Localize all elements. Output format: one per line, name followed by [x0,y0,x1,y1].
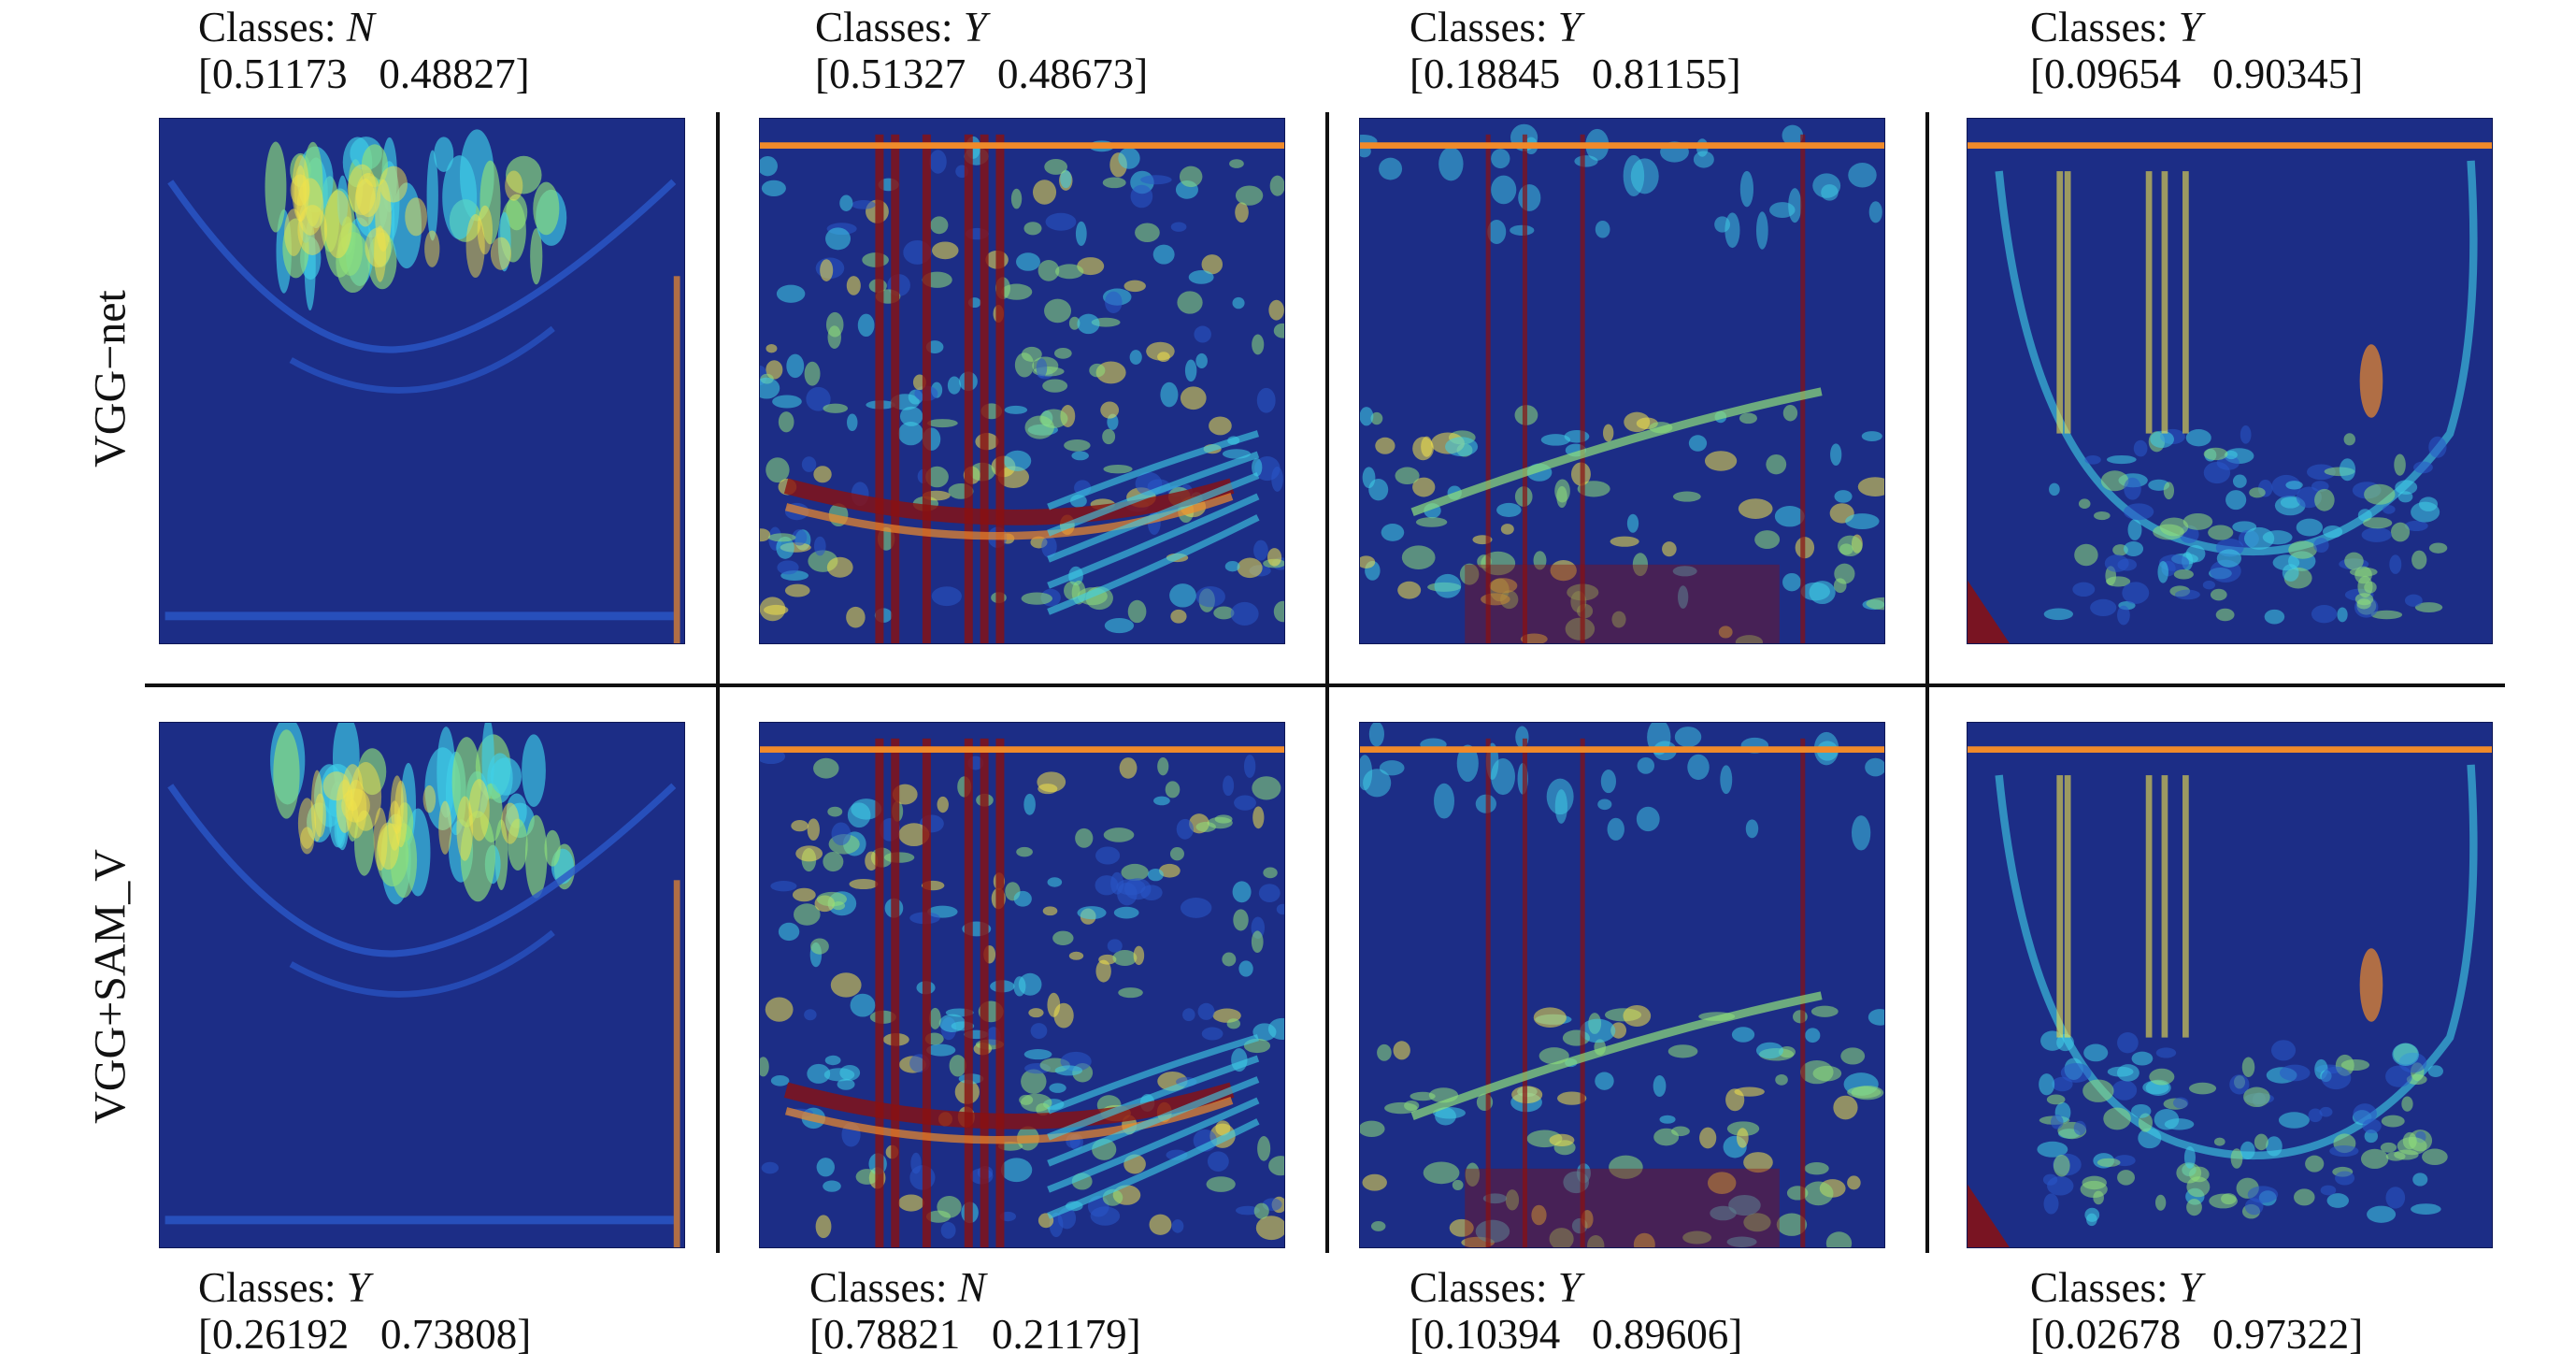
caption-r0-c2: Classes: Y [0.18845 0.81155] [1410,4,1741,97]
heatmap-r1-c3 [1967,722,2493,1248]
column-divider-1 [716,112,720,1253]
heatmap-r1-c1 [759,722,1285,1248]
caption-r0-c1: Classes: Y [0.51327 0.48673] [815,4,1149,97]
heatmap-r1-c2 [1359,722,1885,1248]
column-divider-3 [1925,112,1929,1253]
caption-r1-c0: Classes: Y [0.26192 0.73808] [198,1264,532,1358]
row-divider [145,684,2505,687]
caption-r1-c3: Classes: Y [0.02678 0.97322] [2030,1264,2364,1358]
heatmap-r1-c0 [159,722,685,1248]
caption-r1-c2: Classes: Y [0.10394 0.89606] [1410,1264,1743,1358]
caption-r1-c1: Classes: N [0.78821 0.21179] [809,1264,1141,1358]
heatmap-r0-c0 [159,118,685,644]
column-divider-2 [1325,112,1329,1253]
row-label-vgg-net: VGG−net [85,290,136,468]
caption-r0-c0: Classes: N [0.51173 0.48827] [198,4,530,97]
row-label-vgg-sam: VGG+SAM_V [85,849,136,1124]
heatmap-r0-c2 [1359,118,1885,644]
caption-r0-c3: Classes: Y [0.09654 0.90345] [2030,4,2364,97]
heatmap-r0-c3 [1967,118,2493,644]
heatmap-r0-c1 [759,118,1285,644]
